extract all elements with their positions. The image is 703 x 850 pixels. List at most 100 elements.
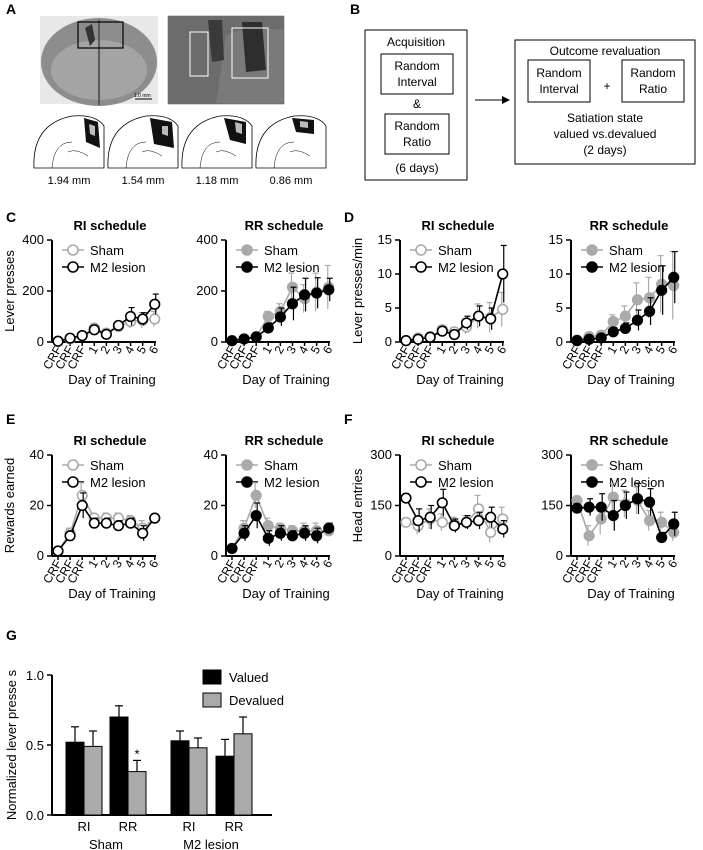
bar-devalued: [233, 733, 253, 816]
data-point: [472, 503, 485, 515]
legend-label: Sham: [438, 243, 472, 258]
y-tick-label: 10: [378, 266, 392, 281]
data-point: [298, 527, 311, 539]
data-point: [668, 271, 680, 284]
y-tick-label: 0: [211, 548, 218, 563]
atlas-diagram-3: [181, 115, 253, 169]
legend-swatch-valued: [202, 669, 222, 685]
legend-marker: [586, 244, 598, 256]
legend-label: M2 lesion: [609, 475, 665, 490]
data-point: [643, 496, 656, 508]
data-point: [286, 298, 299, 310]
rr-box: [384, 113, 450, 155]
bar-valued: [215, 755, 235, 816]
data-point: [485, 313, 497, 325]
y-tick-label: 20: [204, 498, 218, 513]
data-point: [497, 523, 509, 535]
data-point: [424, 511, 436, 523]
legend-label: M2 lesion: [438, 475, 494, 490]
data-point: [424, 331, 436, 343]
reval-ri-line2: Interval: [539, 82, 578, 96]
x-tick-label: 6: [146, 343, 162, 356]
chart-title: RI schedule: [74, 433, 147, 448]
legend-label: Sham: [90, 243, 124, 258]
reval-rr-box: [621, 59, 685, 103]
roi-box-right: [231, 27, 269, 79]
y-tick-label: 20: [30, 498, 44, 513]
rr-box-line2: Ratio: [403, 135, 431, 149]
arrow-head: [502, 96, 510, 104]
x-tick-label: 6: [320, 343, 336, 356]
y-tick-label: 5: [385, 300, 392, 315]
bar-chart-g: 0.0 0.5 1.0 Normalized lever presse s RI RR RI…: [4, 668, 284, 850]
panel-letter-a: A: [6, 1, 16, 17]
satiation-line: Satiation state: [567, 111, 643, 125]
series-m2-lesion: [52, 293, 161, 347]
legend-marker: [241, 476, 253, 488]
legend-marker: [586, 476, 598, 488]
atlas-diagram-4: [255, 115, 327, 169]
y-axis-label: Lever presses: [2, 250, 17, 332]
x-axis-label: Day of Training: [68, 372, 155, 387]
series-m2-lesion: [400, 244, 509, 347]
x-tick-label: 6: [494, 557, 510, 570]
y-tick-label: 300: [370, 447, 392, 462]
reval-rr-line1: Random: [630, 66, 675, 80]
data-point: [412, 333, 424, 345]
legend-label: M2 lesion: [264, 475, 320, 490]
rr-box-line1: Random: [394, 119, 439, 133]
data-point: [100, 328, 112, 340]
data-point: [607, 326, 619, 338]
data-point: [485, 511, 497, 523]
panel-letter-g: G: [6, 627, 17, 643]
data-point: [631, 314, 644, 326]
legend-marker: [586, 459, 598, 471]
series-m2-lesion: [52, 492, 161, 557]
data-point: [124, 310, 137, 323]
legend-marker: [67, 459, 79, 471]
chart-title: RI schedule: [422, 218, 495, 233]
chart-title: RR schedule: [245, 218, 324, 233]
data-point: [400, 492, 412, 504]
data-point: [607, 509, 619, 522]
y-tick-label: 150: [541, 498, 563, 513]
bar-devalued: [83, 745, 103, 816]
y-tick-label: 0.0: [26, 808, 44, 823]
data-point: [311, 530, 323, 542]
y-tick-label: 400: [196, 232, 218, 247]
legend-label: M2 lesion: [438, 260, 494, 275]
bar-valued: [170, 740, 190, 816]
y-axis-label: Normalized lever presse s: [4, 669, 19, 820]
data-point: [595, 332, 607, 344]
y-tick-label: 0: [37, 548, 44, 563]
data-point: [88, 517, 100, 529]
level-label-3: 1.18 mm: [196, 175, 239, 187]
chart-title: RI schedule: [74, 218, 147, 233]
data-point: [460, 317, 473, 329]
y-tick-label: 200: [196, 283, 218, 298]
data-point: [88, 324, 100, 336]
histology-panel: 1.0 mm: [33, 15, 327, 187]
legend-marker: [67, 244, 79, 256]
atlas-diagram-1: [33, 115, 105, 169]
panel-letter-d: D: [344, 209, 354, 225]
legend-label: Sham: [264, 458, 298, 473]
category-label: RI: [78, 819, 91, 834]
category-label: RI: [183, 819, 196, 834]
data-point: [76, 499, 88, 512]
data-point: [112, 520, 125, 532]
y-tick-label: 0: [556, 548, 563, 563]
lesion-site: [85, 24, 95, 46]
data-point: [643, 515, 656, 527]
legend-swatch-devalued: [202, 692, 222, 708]
y-tick-label: 0: [385, 548, 392, 563]
data-point: [607, 491, 619, 503]
series-m2-lesion: [226, 502, 335, 555]
significance-asterisk: *: [134, 746, 139, 761]
panel-letter-e: E: [6, 411, 15, 427]
data-point: [583, 333, 595, 345]
data-point: [412, 515, 424, 527]
